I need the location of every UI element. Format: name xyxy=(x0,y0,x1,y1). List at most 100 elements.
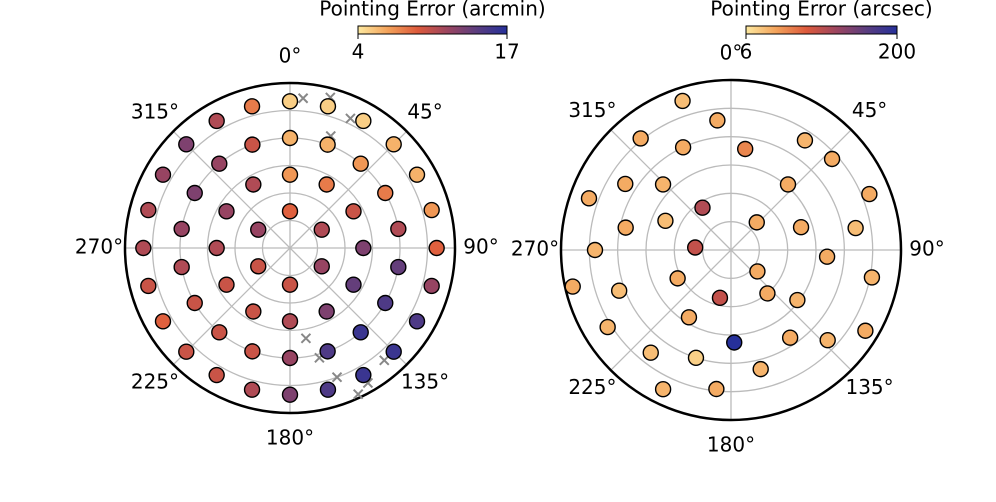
theta-tick-label: 315° xyxy=(568,98,616,122)
point xyxy=(669,270,686,287)
point xyxy=(281,349,299,367)
point xyxy=(408,166,426,183)
point xyxy=(423,277,440,295)
theta-tick-label: 45° xyxy=(852,98,887,122)
point xyxy=(250,221,267,238)
point xyxy=(385,343,402,360)
point xyxy=(250,258,267,275)
point xyxy=(749,263,766,280)
point xyxy=(245,303,262,320)
colorbar-tick-label: 6 xyxy=(740,40,753,64)
point xyxy=(610,282,628,299)
point xyxy=(173,220,190,238)
point xyxy=(586,241,604,259)
point xyxy=(178,136,195,153)
point xyxy=(154,313,172,330)
point xyxy=(642,344,659,361)
point xyxy=(796,132,814,149)
colorbar-label: Pointing Error (arcsec) xyxy=(710,0,932,21)
point xyxy=(345,276,362,293)
point xyxy=(632,130,649,147)
point xyxy=(244,343,261,360)
theta-tick-label: 90° xyxy=(909,237,944,261)
point xyxy=(709,112,726,129)
colorbar-tick-label: 4 xyxy=(352,40,365,64)
point xyxy=(208,112,225,130)
point xyxy=(390,220,407,238)
point xyxy=(319,98,337,115)
theta-tick-label: 225° xyxy=(568,375,616,399)
excluded-marker xyxy=(352,389,364,400)
point xyxy=(857,322,874,339)
point xyxy=(186,294,203,312)
theta-tick-label: 45° xyxy=(407,99,442,123)
point xyxy=(674,139,692,156)
point xyxy=(819,331,836,349)
point xyxy=(818,248,836,265)
point xyxy=(654,381,672,398)
point xyxy=(313,221,330,238)
polar-frame xyxy=(123,81,457,415)
point xyxy=(173,258,190,276)
point xyxy=(687,349,705,366)
point xyxy=(708,380,725,398)
point xyxy=(281,166,299,183)
point xyxy=(318,303,335,320)
point xyxy=(711,289,729,307)
point xyxy=(752,360,769,378)
point xyxy=(245,176,262,193)
grid-spoke xyxy=(610,249,732,371)
point xyxy=(355,239,372,257)
theta-tick-label: 135° xyxy=(401,370,449,394)
point xyxy=(617,175,634,193)
point xyxy=(599,318,616,336)
grid-spoke xyxy=(172,130,291,249)
point xyxy=(654,176,672,193)
point xyxy=(748,214,765,231)
point xyxy=(759,285,776,302)
excluded-marker xyxy=(379,355,390,366)
theta-tick-label: 180° xyxy=(266,426,314,450)
point xyxy=(564,278,581,295)
point xyxy=(847,219,864,237)
grid-spoke xyxy=(730,249,852,371)
point xyxy=(617,219,634,236)
point xyxy=(135,239,152,257)
point xyxy=(694,199,711,216)
point xyxy=(281,93,299,110)
excluded-marker xyxy=(300,333,312,344)
excluded-marker xyxy=(331,372,343,383)
point xyxy=(355,112,372,130)
point xyxy=(736,140,754,158)
point xyxy=(352,324,369,341)
excluded-marker xyxy=(345,113,356,124)
point xyxy=(779,176,797,193)
point xyxy=(211,155,228,172)
point xyxy=(428,239,445,257)
point xyxy=(823,150,841,168)
point xyxy=(863,269,881,286)
grid-spoke xyxy=(172,247,291,366)
point xyxy=(208,239,225,257)
point xyxy=(657,212,674,230)
grid-spoke xyxy=(289,247,408,366)
colorbar-tick-label: 17 xyxy=(494,40,519,64)
point xyxy=(352,155,369,172)
colorbar xyxy=(745,25,898,35)
point xyxy=(281,386,299,403)
grid-spoke xyxy=(610,129,732,251)
point xyxy=(243,98,261,115)
point xyxy=(792,219,810,236)
point xyxy=(218,276,235,293)
point xyxy=(319,136,336,153)
theta-tick-label: 270° xyxy=(75,235,123,259)
theta-tick-label: 270° xyxy=(511,237,559,261)
point xyxy=(345,203,362,220)
point xyxy=(244,136,261,153)
point xyxy=(243,381,261,398)
point xyxy=(319,381,337,398)
theta-tick-label: 180° xyxy=(707,433,755,457)
point xyxy=(313,258,330,275)
point xyxy=(178,343,195,360)
